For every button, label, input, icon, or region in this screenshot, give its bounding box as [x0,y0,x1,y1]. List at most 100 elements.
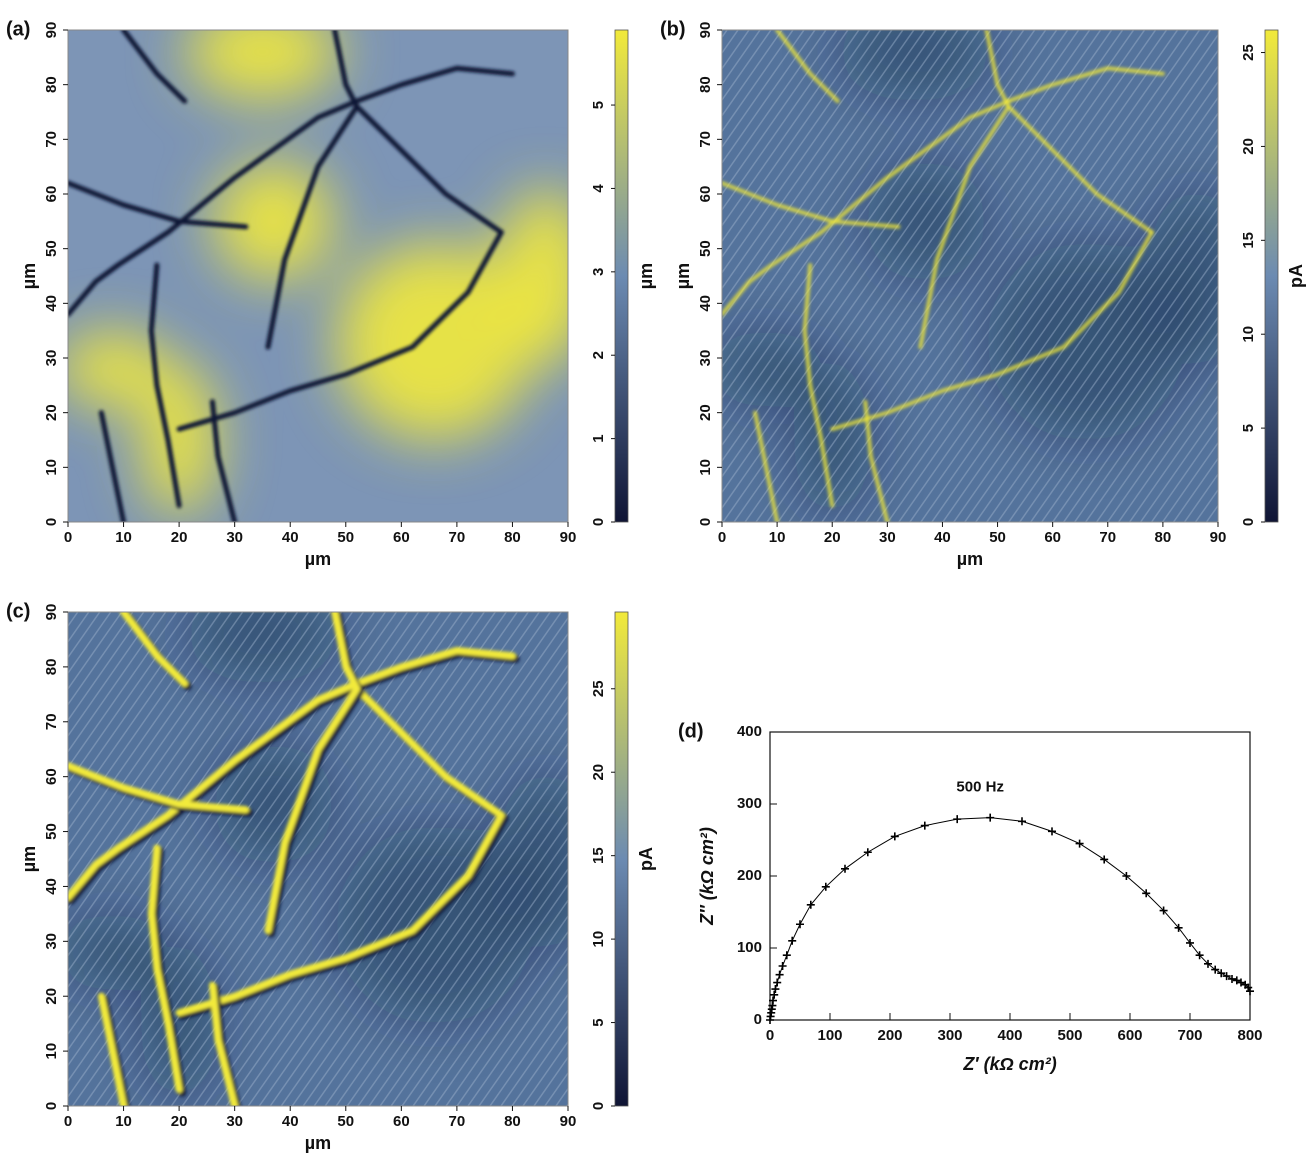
x-tick-label: 10 [115,1113,132,1130]
x-tick-label: 0 [718,529,726,546]
data-point [796,920,804,928]
map-image [57,2,595,522]
colorbar [615,612,628,1106]
x-tick-label: 70 [449,1113,466,1130]
x-tick-label: 30 [879,529,896,546]
colorbar-tick-label: 0 [1240,518,1257,526]
y-tick-label: 0 [43,1102,60,1110]
y-tick-label: 90 [697,22,714,39]
x-tick-label: 30 [226,1113,243,1130]
colorbar-tick-label: 15 [1240,232,1257,249]
data-point [770,991,778,999]
y-tick-label: 100 [737,939,762,956]
map-blob [185,2,339,101]
map-image [57,584,595,1109]
y-tick-label: 90 [43,604,60,621]
data-point [779,962,787,970]
y-tick-label: 0 [697,518,714,526]
y-tick-label: 10 [697,459,714,476]
colorbar-tick-label: 10 [590,931,607,948]
colorbar-tick-label: 15 [590,847,607,864]
data-point [921,822,929,830]
x-tick-label: 80 [504,529,521,546]
y-tick-label: 50 [43,823,60,840]
x-tick-label: 200 [877,1027,902,1044]
x-tick-label: 100 [817,1027,842,1044]
x-tick-label: 10 [115,529,132,546]
x-tick-label: 70 [1099,529,1116,546]
plot-frame [770,732,1250,1020]
data-point [891,832,899,840]
y-tick-label: 70 [697,131,714,148]
y-tick-label: 0 [43,518,60,526]
x-axis-label: µm [305,1133,331,1153]
y-tick-label: 30 [43,350,60,367]
y-tick-label: 90 [43,22,60,39]
x-tick-label: 0 [64,1113,72,1130]
x-tick-label: 40 [282,1113,299,1130]
y-axis-label: µm [19,263,39,289]
x-tick-label: 60 [1044,529,1061,546]
y-tick-label: 40 [697,295,714,312]
x-tick-label: 50 [337,1113,354,1130]
y-tick-label: 20 [43,988,60,1005]
x-tick-label: 20 [824,529,841,546]
x-tick-label: 10 [769,529,786,546]
y-axis-label: Z″ (kΩ cm²) [697,827,717,926]
colorbar-tick-label: 0 [590,1102,607,1110]
x-tick-label: 20 [171,529,188,546]
x-tick-label: 0 [766,1027,774,1044]
colorbar-tick-label: 3 [590,268,607,276]
colorbar-label: pA [636,847,656,871]
y-tick-label: 30 [43,933,60,950]
data-point [783,951,791,959]
y-tick-label: 40 [43,295,60,312]
data-point [1048,827,1056,835]
y-tick-label: 60 [43,768,60,785]
y-tick-label: 40 [43,878,60,895]
colorbar-label: µm [636,263,656,289]
colorbar-tick-label: 5 [1240,424,1257,432]
colorbar-tick-label: 20 [1240,138,1257,155]
x-tick-label: 400 [997,1027,1022,1044]
data-point [1018,817,1026,825]
map-texture [722,30,1218,522]
x-tick-label: 0 [64,529,72,546]
y-tick-label: 60 [43,186,60,203]
data-point [1246,987,1254,995]
y-tick-label: 80 [43,76,60,93]
y-tick-label: 50 [43,240,60,257]
data-point [864,848,872,856]
y-tick-label: 20 [43,404,60,421]
y-tick-label: 10 [43,1043,60,1060]
panel-label: (a) [6,18,30,40]
x-tick-label: 80 [1155,529,1172,546]
y-tick-label: 50 [697,240,714,257]
x-tick-label: 800 [1237,1027,1262,1044]
x-tick-label: 40 [934,529,951,546]
y-tick-label: 70 [43,131,60,148]
colorbar-tick-label: 5 [590,1018,607,1026]
colorbar-tick-label: 0 [590,518,607,526]
y-tick-label: 80 [697,76,714,93]
x-axis-label: µm [957,549,983,569]
figure: 01020304050607080900102030405060708090µm… [0,0,1307,1158]
y-tick-label: 300 [737,795,762,812]
x-tick-label: 60 [393,1113,410,1130]
colorbar-tick-label: 4 [590,184,607,193]
x-tick-label: 90 [560,529,577,546]
map-blob [496,188,595,364]
y-tick-label: 70 [43,713,60,730]
x-tick-label: 80 [504,1113,521,1130]
y-tick-label: 60 [697,186,714,203]
map-texture [68,612,568,1106]
y-tick-label: 400 [737,723,762,740]
y-tick-label: 30 [697,350,714,367]
data-point [776,971,784,979]
data-point [953,815,961,823]
colorbar-tick-label: 25 [590,680,607,697]
data-point [1076,840,1084,848]
x-axis-label: Z′ (kΩ cm²) [962,1054,1056,1074]
data-point [773,979,781,987]
colorbar-tick-label: 20 [590,764,607,781]
